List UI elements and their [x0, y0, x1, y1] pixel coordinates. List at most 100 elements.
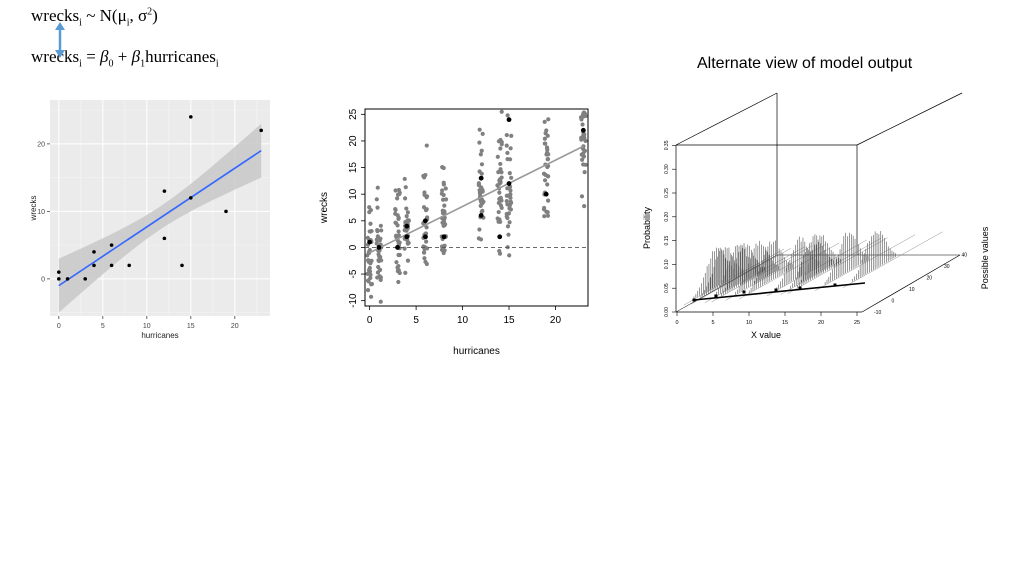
posterior-draw-point [393, 233, 399, 238]
posterior-draw-point [507, 220, 512, 225]
observed-point [543, 191, 549, 197]
posterior-draw-point [476, 236, 481, 241]
z-tick-label: 40 [962, 253, 968, 259]
posterior-draw-point [377, 274, 382, 279]
observed-point [422, 234, 428, 240]
posterior-draw-point [545, 174, 550, 179]
y-axis-label: Probability [642, 206, 652, 249]
data-point [57, 277, 61, 281]
box-edge [856, 92, 963, 146]
data-point [65, 277, 70, 281]
x-tick-label: 5 [413, 315, 419, 326]
posterior-draw-point [441, 180, 446, 185]
posterior-draw-point [397, 270, 402, 276]
posterior-draw-point [365, 278, 371, 283]
posterior-draw-point [369, 281, 375, 287]
posterior-draw-point [579, 117, 584, 122]
posterior-draw-point [443, 197, 449, 202]
data-point [57, 270, 61, 274]
posterior-draw-point [581, 162, 586, 167]
alternate-view-title: Alternate view of model output [697, 55, 913, 72]
slice-floor-line [787, 237, 888, 294]
posterior-draw-point [505, 150, 510, 156]
posterior-draw-point [478, 152, 483, 157]
posterior-draw-point [580, 122, 585, 127]
z-tick-label: 20 [927, 276, 933, 282]
x-tick-label: 20 [550, 315, 562, 326]
posterior-draw-point [495, 154, 500, 159]
posterior-draw-point [395, 192, 401, 197]
posterior-draw-point [375, 270, 381, 275]
posterior-draw-point [499, 109, 504, 114]
posterior-draw-point [479, 171, 484, 176]
posterior-draw-point [480, 201, 485, 206]
posterior-draw-point [505, 113, 510, 118]
data-point [92, 250, 96, 254]
data-point [162, 236, 167, 241]
posterior-draw-point [480, 208, 485, 214]
posterior-draw-point [396, 263, 401, 269]
posterior-draw-point [542, 214, 547, 219]
floor-edge [675, 254, 778, 313]
x-tick-label: 10 [457, 315, 469, 326]
y-tick-label: 10 [348, 188, 359, 200]
posterior-draw-point [545, 147, 550, 152]
posterior-draw-point [506, 211, 511, 216]
observed-point [441, 234, 447, 240]
data-point [127, 263, 131, 268]
posterior-draw-point [375, 229, 380, 234]
posterior-draw-point [477, 127, 482, 132]
posterior-draw-point [546, 117, 551, 122]
posterior-draw-point [507, 157, 513, 162]
plot-box [364, 108, 589, 307]
posterior-draw-point [422, 246, 427, 252]
data-point [162, 189, 167, 193]
posterior-draw-point [403, 196, 408, 201]
posterior-draw-point [495, 183, 500, 188]
posterior-draw-point [375, 185, 380, 190]
data-point [109, 263, 114, 268]
posterior-draw-point [396, 187, 402, 193]
x-tick-label: 10 [143, 323, 151, 330]
posterior-draw-point [368, 294, 374, 299]
posterior-draw-point [367, 229, 372, 234]
x-tick-label: 20 [818, 320, 824, 326]
posterior-draw-point [479, 162, 485, 167]
y-tick-label: 0 [348, 244, 359, 250]
posterior-draw-point [443, 186, 448, 191]
posterior-draw-point [507, 203, 512, 208]
posterior-draw-point [496, 209, 501, 215]
posterior-draw-point [405, 220, 410, 225]
posterior-draw-point [368, 207, 373, 213]
y-tick-label: 15 [348, 162, 359, 174]
posterior-draw-point [422, 175, 427, 180]
posterior-draw-point [365, 287, 371, 293]
posterior-draw-point [396, 252, 401, 258]
observed-point [506, 181, 512, 186]
posterior-draw-point [375, 205, 380, 210]
posterior-draw-point [377, 238, 382, 243]
x-tick-label: 10 [746, 320, 752, 326]
posterior-draw-point [393, 207, 398, 213]
observed-point [497, 234, 503, 240]
posterior-draw-point [542, 136, 547, 141]
posterior-draw-point [496, 139, 502, 144]
posterior-draw-point [395, 196, 400, 201]
posterior-draw-point [582, 170, 587, 175]
posterior-draw-point [379, 228, 384, 233]
posterior-draw-point [405, 241, 410, 246]
x-tick-label: 0 [675, 320, 678, 326]
posterior-draw-point [479, 148, 484, 153]
posterior-draw-point [504, 214, 509, 219]
posterior-draw-point [365, 235, 370, 241]
x-tick-label: 15 [187, 323, 195, 330]
posterior-draw-point [498, 146, 503, 151]
posterior-draw-point [507, 171, 512, 176]
posterior-draw-point [395, 213, 400, 218]
y-tick-label: 0.10 [664, 259, 670, 269]
posterior-draw-point [422, 256, 427, 261]
posterior-draw-point [368, 221, 373, 226]
posterior-draw-point [404, 214, 409, 219]
